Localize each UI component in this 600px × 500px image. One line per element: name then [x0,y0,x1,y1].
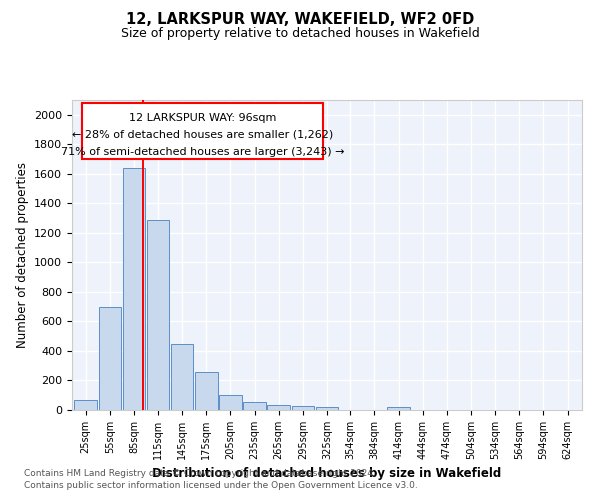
Bar [195,372,218,410]
Bar [82,103,323,159]
Bar [74,400,97,410]
Bar [268,405,290,410]
Bar [292,406,314,410]
Text: 71% of semi-detached houses are larger (3,243) →: 71% of semi-detached houses are larger (… [61,146,344,156]
Text: Size of property relative to detached houses in Wakefield: Size of property relative to detached ho… [121,28,479,40]
Bar [244,402,266,410]
Bar [316,407,338,410]
X-axis label: Distribution of detached houses by size in Wakefield: Distribution of detached houses by size … [152,468,502,480]
Text: ← 28% of detached houses are smaller (1,262): ← 28% of detached houses are smaller (1,… [71,130,333,140]
Bar [147,220,169,410]
Text: Contains HM Land Registry data © Crown copyright and database right 2024.: Contains HM Land Registry data © Crown c… [24,468,376,477]
Text: 12 LARKSPUR WAY: 96sqm: 12 LARKSPUR WAY: 96sqm [128,113,276,123]
Bar [219,395,242,410]
Text: 12, LARKSPUR WAY, WAKEFIELD, WF2 0FD: 12, LARKSPUR WAY, WAKEFIELD, WF2 0FD [126,12,474,28]
Bar [388,407,410,410]
Bar [122,168,145,410]
Bar [171,344,193,410]
Y-axis label: Number of detached properties: Number of detached properties [16,162,29,348]
Bar [98,308,121,410]
Text: Contains public sector information licensed under the Open Government Licence v3: Contains public sector information licen… [24,481,418,490]
